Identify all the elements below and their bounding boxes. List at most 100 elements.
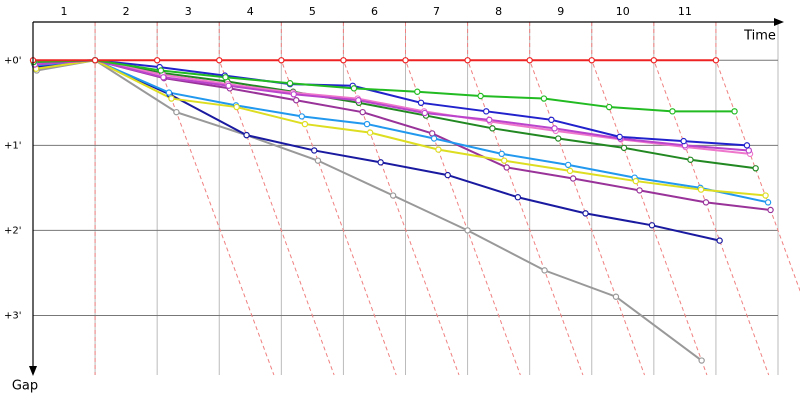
point	[402, 57, 409, 64]
point	[366, 129, 374, 136]
point	[165, 89, 173, 96]
point	[301, 120, 309, 128]
x-tick-label: 2	[123, 5, 130, 18]
point	[233, 103, 240, 111]
point	[498, 150, 505, 158]
point	[444, 171, 451, 179]
point	[767, 206, 774, 214]
point	[225, 82, 232, 89]
point	[290, 91, 297, 98]
point	[541, 267, 548, 274]
point	[698, 357, 705, 364]
point	[483, 108, 490, 115]
point	[278, 57, 285, 64]
series-line	[34, 59, 756, 170]
point	[243, 131, 250, 139]
point	[632, 177, 640, 185]
point	[620, 144, 628, 152]
point	[582, 210, 589, 217]
point	[464, 227, 471, 234]
point	[160, 74, 167, 81]
point	[293, 97, 300, 104]
point	[636, 187, 643, 194]
series-line	[34, 59, 769, 204]
point	[764, 199, 772, 206]
point	[752, 165, 759, 172]
point	[702, 199, 710, 206]
point	[359, 108, 366, 116]
point	[168, 95, 175, 102]
x-tick-label: 7	[433, 5, 440, 18]
series-line	[36, 59, 703, 362]
point	[216, 57, 223, 64]
point	[340, 57, 347, 64]
point	[697, 186, 705, 193]
x-tick-label: 1	[61, 5, 68, 18]
x-tick-label: 4	[247, 5, 254, 18]
point	[414, 88, 421, 95]
point	[355, 97, 362, 104]
lap-line	[218, 22, 335, 376]
point	[311, 147, 318, 154]
point	[569, 175, 577, 182]
point	[540, 95, 548, 102]
point	[648, 222, 656, 229]
point	[716, 237, 723, 244]
point	[566, 167, 574, 175]
x-axis-label: Time	[743, 29, 776, 44]
series	[29, 57, 774, 364]
x-tick-label: 11	[678, 5, 692, 18]
point	[616, 133, 623, 141]
point	[588, 57, 595, 64]
y-tick-label: +1'	[4, 140, 22, 151]
lap-line	[529, 22, 645, 376]
point	[157, 67, 165, 74]
point	[173, 108, 180, 116]
point	[377, 159, 384, 166]
point	[350, 85, 358, 92]
x-axis-arrow	[774, 18, 784, 26]
x-tick-label: 8	[495, 5, 502, 18]
point	[477, 92, 484, 100]
lap-line	[405, 22, 521, 376]
lap-line	[280, 22, 397, 376]
point	[503, 164, 510, 171]
point	[548, 116, 555, 124]
series-line	[33, 59, 748, 147]
point	[435, 146, 442, 153]
point	[417, 99, 425, 107]
point	[650, 57, 658, 64]
point	[428, 130, 436, 137]
point	[489, 125, 496, 132]
series-line	[33, 59, 735, 113]
point	[605, 103, 613, 111]
grid	[33, 22, 779, 375]
point	[526, 57, 533, 64]
point	[564, 161, 572, 169]
lap-line	[715, 22, 800, 293]
y-axis-label: Gap	[12, 379, 38, 394]
x-tick-label: 10	[616, 5, 630, 18]
series-line	[34, 59, 749, 152]
point	[680, 137, 687, 145]
point	[551, 125, 558, 132]
x-tick-label: 9	[557, 5, 564, 18]
point	[421, 109, 428, 117]
point	[486, 116, 493, 124]
point	[430, 135, 438, 142]
series-line	[35, 59, 766, 197]
point	[731, 108, 738, 115]
y-tick-label: +2'	[4, 225, 22, 236]
point	[743, 142, 751, 149]
x-tick-label: 5	[309, 5, 316, 18]
point	[286, 80, 294, 87]
point	[222, 74, 229, 81]
point	[314, 157, 322, 164]
point	[464, 57, 471, 64]
point	[669, 108, 676, 115]
point	[745, 147, 753, 154]
point	[514, 194, 522, 201]
x-tick-label: 3	[185, 5, 192, 18]
y-tick-label: +0'	[4, 55, 22, 66]
